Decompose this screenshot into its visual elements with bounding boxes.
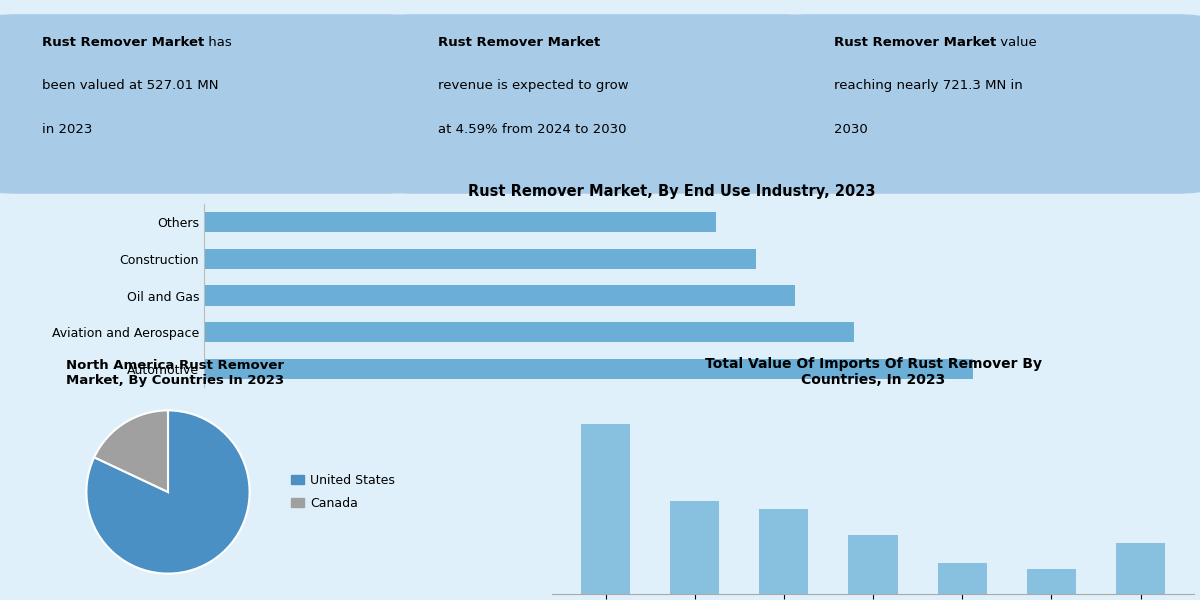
Text: Rust Remover Market: Rust Remover Market [834,35,996,49]
Bar [1027,569,1076,594]
Bar [204,286,796,305]
Bar [760,509,809,594]
Text: Rust Remover Market: Rust Remover Market [438,35,600,49]
Bar [937,563,986,594]
Text: revenue is expected to grow: revenue is expected to grow [438,79,629,92]
Bar [204,359,972,379]
Legend: United States, Canada: United States, Canada [287,469,400,515]
Wedge shape [86,410,250,574]
Text: been valued at 527.01 MN: been valued at 527.01 MN [42,79,218,92]
Text: in 2023: in 2023 [42,123,92,136]
FancyBboxPatch shape [780,15,1200,193]
FancyBboxPatch shape [384,15,810,193]
Bar [670,500,719,594]
Title: Total Value Of Imports Of Rust Remover By
Countries, In 2023: Total Value Of Imports Of Rust Remover B… [704,357,1042,388]
FancyBboxPatch shape [0,15,414,193]
Text: Rust Remover Market: Rust Remover Market [42,35,204,49]
Title: Rust Remover Market, By End Use Industry, 2023: Rust Remover Market, By End Use Industry… [468,184,876,199]
Bar [1116,543,1165,594]
Bar [848,535,898,594]
Text: North America Rust Remover
Market, By Countries In 2023: North America Rust Remover Market, By Co… [66,359,284,388]
Bar [204,322,854,342]
Text: at 4.59% from 2024 to 2030: at 4.59% from 2024 to 2030 [438,123,626,136]
Text: reaching nearly 721.3 MN in: reaching nearly 721.3 MN in [834,79,1022,92]
Text: has: has [204,35,232,49]
Text: value: value [996,35,1037,49]
Wedge shape [94,410,168,492]
Bar [204,249,756,269]
Text: 2030: 2030 [834,123,868,136]
Bar [581,424,630,594]
Bar [204,212,716,232]
